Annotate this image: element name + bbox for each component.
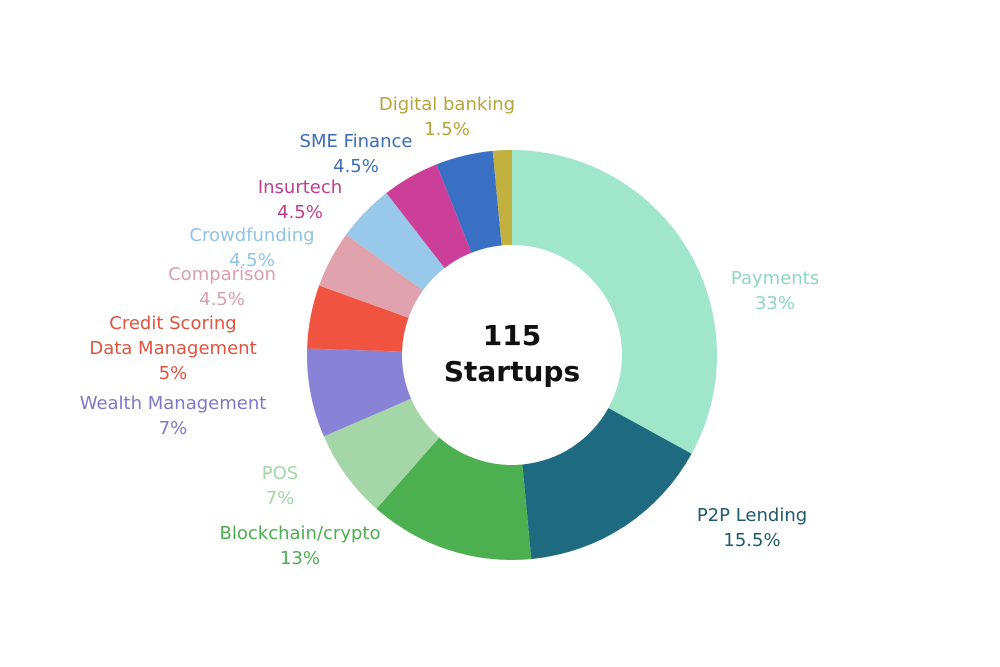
value-label: 13% [279, 548, 320, 569]
value-label: 5% [158, 363, 188, 384]
category-label: Crowdfunding [189, 225, 315, 246]
center-line: 115 [482, 319, 542, 352]
slice [376, 437, 532, 560]
category-label: Comparison [168, 264, 276, 285]
category-label: P2P Lending [696, 505, 808, 526]
slice [386, 164, 472, 269]
slice-label: P2P Lending 15.5% [697, 503, 807, 553]
value-label: 33% [754, 293, 795, 314]
slice-label: Comparison 4.5% [168, 262, 276, 312]
category-label: Payments [730, 268, 820, 289]
slice-label: SME Finance 4.5% [300, 129, 413, 179]
slice [307, 348, 412, 437]
value-label: 1.5% [424, 119, 470, 140]
slice-label: Crowdfunding 4.5% [189, 223, 314, 273]
slice [512, 150, 717, 454]
value-label: 4.5% [199, 289, 245, 310]
slice-label: Payments 33% [731, 266, 819, 316]
slice-label: Digital banking 1.5% [379, 92, 515, 142]
slice [307, 285, 409, 352]
slice-label: Credit Scoring Data Management 5% [89, 311, 256, 386]
category-label: Digital banking [378, 94, 516, 115]
slice [522, 407, 692, 560]
value-label: 4.5% [333, 156, 379, 177]
slice [323, 398, 440, 509]
value-label: 7% [158, 418, 188, 439]
value-label: 15.5% [723, 530, 781, 551]
center-line: Startups [443, 355, 581, 388]
slice-label: Wealth Management 7% [80, 391, 267, 441]
value-label: 4.5% [229, 250, 275, 271]
category-label: Wealth Management [79, 393, 267, 414]
category-label: POS [261, 463, 299, 484]
category-label: SME Finance [299, 131, 413, 152]
center-label: 115 Startups [412, 318, 612, 390]
category-label: Credit Scoring Data Management [89, 313, 257, 359]
slice-label: POS 7% [262, 461, 298, 511]
slice-label: Blockchain/crypto 13% [220, 521, 381, 571]
slice-label: Insurtech 4.5% [258, 175, 342, 225]
category-label: Blockchain/crypto [219, 523, 381, 544]
slice [492, 150, 512, 246]
value-label: 4.5% [277, 202, 323, 223]
category-label: Insurtech [257, 177, 343, 198]
slice [346, 193, 445, 291]
slice [436, 150, 502, 253]
slice [319, 234, 424, 318]
value-label: 7% [265, 488, 295, 509]
